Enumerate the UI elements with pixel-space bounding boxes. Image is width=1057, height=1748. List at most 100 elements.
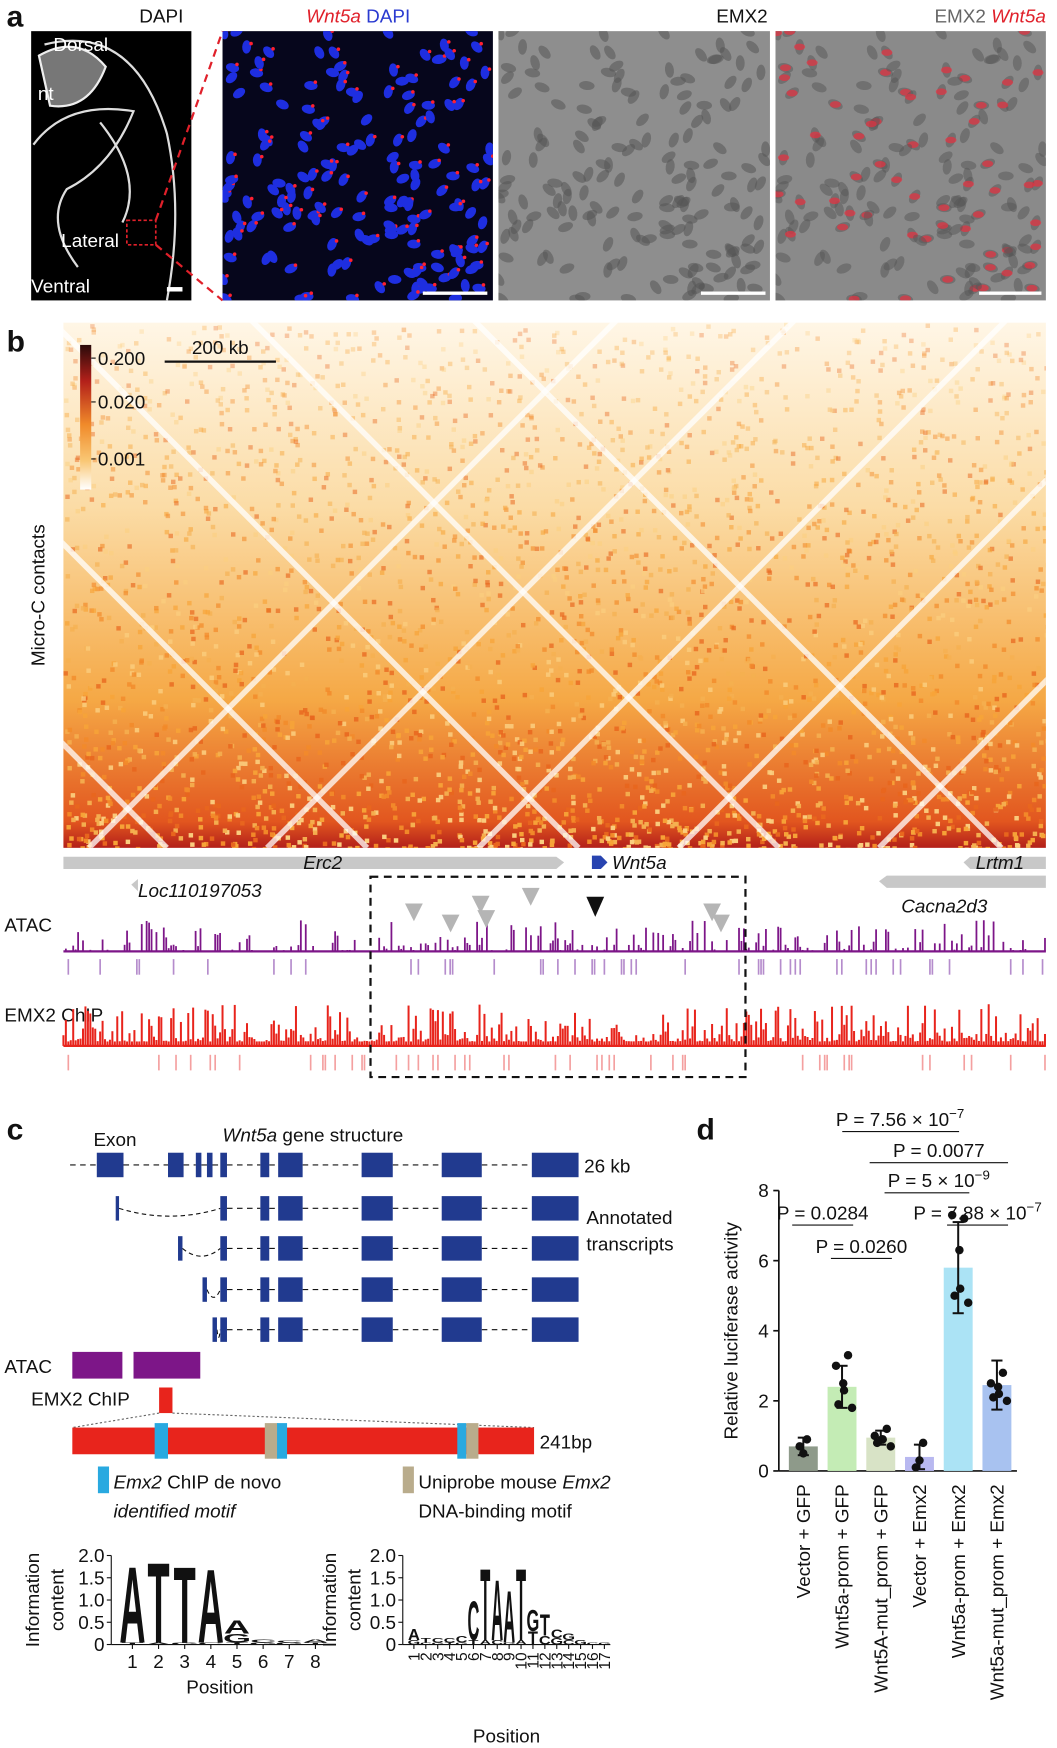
contact-pixel: [188, 727, 194, 733]
contact-pixel: [443, 390, 448, 395]
contact-pixel: [1017, 684, 1022, 690]
contact-pixel: [101, 678, 107, 683]
contact-pixel: [1006, 794, 1012, 799]
contact-pixel: [284, 773, 289, 779]
contact-pixel: [230, 567, 236, 572]
contact-pixel: [344, 695, 349, 700]
contact-pixel: [663, 492, 669, 498]
nucleus: [336, 78, 346, 92]
contact-pixel: [419, 555, 425, 560]
contact-pixel: [404, 847, 409, 848]
contact-pixel: [230, 532, 236, 537]
contact-pixel: [1010, 578, 1015, 583]
contact-pixel: [471, 712, 477, 717]
contact-pixel: [855, 388, 860, 394]
contact-pixel: [998, 804, 1003, 810]
cell: [992, 37, 1002, 53]
contact-pixel: [288, 421, 294, 427]
contact-pixel: [874, 393, 879, 398]
contact-pixel: [401, 327, 407, 333]
contact-pixel: [586, 445, 592, 450]
contact-pixel: [726, 513, 731, 518]
contact-pixel: [255, 759, 260, 765]
contact-pixel: [722, 648, 727, 653]
contact-pixel: [80, 506, 86, 512]
contact-pixel: [630, 642, 635, 648]
x-tick-label: 6: [258, 1652, 269, 1673]
contact-pixel: [295, 462, 300, 467]
contact-pixel: [525, 803, 531, 809]
contact-pixel: [497, 761, 503, 766]
contact-pixel: [455, 489, 461, 494]
contact-pixel: [192, 697, 198, 703]
contact-pixel: [410, 792, 415, 798]
contact-pixel: [971, 786, 977, 791]
nucleus: [416, 277, 429, 289]
panel-label: d: [697, 1113, 715, 1146]
contact-pixel: [603, 755, 609, 760]
signal: [491, 154, 493, 158]
contact-pixel: [942, 489, 947, 494]
contact-pixel: [930, 558, 936, 563]
contact-pixel: [380, 406, 386, 412]
contact-pixel: [614, 762, 620, 767]
contact-pixel: [647, 444, 653, 449]
contact-pixel: [699, 332, 704, 338]
contact-pixel: [408, 698, 413, 703]
contact-pixel: [920, 464, 925, 470]
contact-pixel: [101, 816, 106, 822]
contact-pixel: [251, 633, 256, 639]
contact-pixel: [768, 679, 773, 684]
contact-pixel: [368, 783, 374, 788]
contact-pixel: [269, 623, 274, 629]
contact-pixel: [571, 756, 576, 762]
contact-pixel: [453, 646, 458, 651]
contact-pixel: [576, 621, 582, 627]
contact-pixel: [189, 757, 195, 762]
contact-pixel: [948, 564, 954, 569]
contact-pixel: [1030, 547, 1036, 552]
contact-pixel: [1045, 738, 1046, 744]
contact-pixel: [486, 591, 491, 596]
contact-pixel: [981, 753, 987, 758]
contact-pixel: [472, 433, 478, 439]
contact-pixel: [789, 743, 794, 748]
contact-pixel: [253, 837, 258, 843]
contact-pixel: [870, 359, 876, 364]
contact-pixel: [285, 735, 290, 740]
contact-pixel: [958, 386, 963, 391]
contact-pixel: [93, 830, 99, 835]
contact-pixel: [359, 755, 364, 760]
contact-pixel: [800, 732, 805, 737]
contact-pixel: [430, 844, 436, 848]
contact-pixel: [66, 340, 72, 346]
cell: [682, 214, 698, 224]
contact-pixel: [466, 384, 472, 390]
contact-pixel: [130, 684, 136, 690]
contact-pixel: [348, 847, 354, 848]
nucleus: [232, 210, 242, 224]
signal: [308, 131, 313, 135]
contact-pixel: [886, 497, 891, 503]
contact-pixel: [744, 743, 750, 749]
contact-pixel: [486, 716, 492, 722]
contact-pixel: [783, 395, 788, 400]
nucleus: [477, 240, 488, 254]
contact-pixel: [643, 801, 648, 806]
contact-pixel: [430, 834, 436, 839]
contact-pixel: [665, 743, 670, 748]
contact-pixel: [966, 603, 971, 609]
contact-pixel: [702, 760, 707, 766]
p-value: P = 0.0077: [893, 1141, 985, 1162]
contact-pixel: [651, 508, 657, 514]
contact-pixel: [243, 570, 248, 575]
contact-pixel: [591, 403, 597, 409]
signal: [775, 31, 783, 37]
contact-pixel: [357, 346, 362, 351]
cell: [964, 263, 976, 278]
signal: [456, 267, 461, 272]
contact-pixel: [261, 737, 266, 743]
contact-pixel: [618, 632, 624, 637]
contact-pixel: [266, 608, 272, 613]
contact-pixel: [655, 845, 660, 848]
